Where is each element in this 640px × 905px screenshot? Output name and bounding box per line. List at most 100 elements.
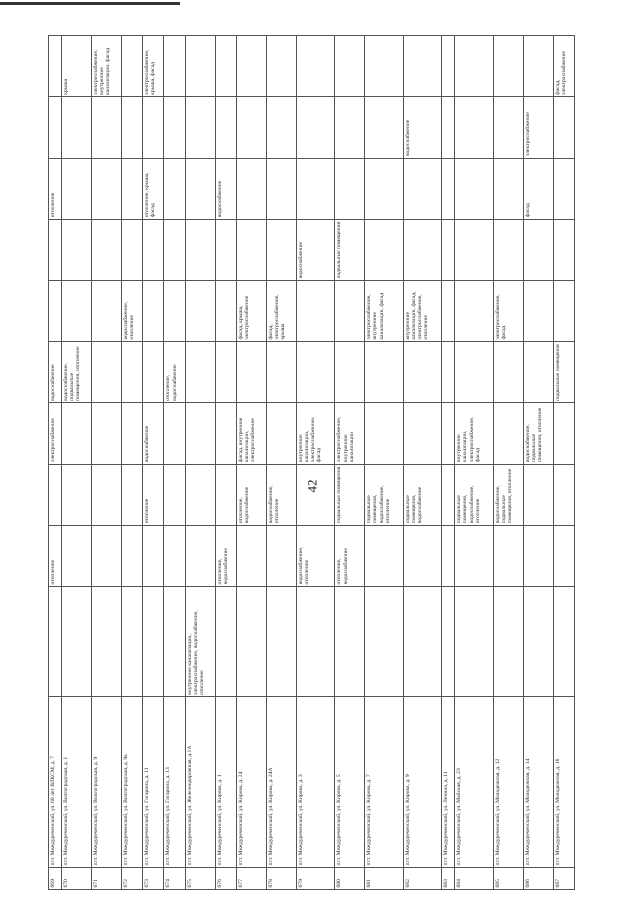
work-cell: подвальные помещения (334, 464, 365, 526)
work-cell (163, 35, 186, 97)
work-cell (61, 96, 92, 159)
address-cell: пгт. Междуреченский, ул. 60 лет ВЛКСМ, д… (48, 696, 62, 868)
work-cell: электроснабжение, фасад (493, 280, 524, 342)
work-cell (266, 525, 297, 587)
work-cell (48, 219, 62, 281)
work-cell (185, 341, 216, 403)
work-cell (403, 525, 442, 587)
row-number: 671 (91, 867, 122, 890)
work-cell: фасад, электроснабжение, крыша (266, 280, 297, 342)
work-cell: водоснабжение, отопление (296, 525, 335, 587)
table-row: 671 пгт. Междуреченский, ул. Волгоградска… (91, 35, 122, 890)
row-number: 678 (266, 867, 297, 890)
work-cell (185, 402, 216, 465)
table-row: 670 пгт. Междуреченский, ул. Волгоградска… (61, 35, 92, 890)
work-cell (441, 525, 455, 587)
row-number: 672 (121, 867, 143, 890)
address-cell: пгт. Междуреченский, ул. Гагарина, д. 13 (163, 696, 186, 868)
row-number: 682 (403, 867, 442, 890)
work-cell: водоснабжение (215, 158, 237, 220)
work-cell: отопление (48, 158, 62, 220)
work-cell (334, 158, 365, 220)
work-cell (493, 158, 524, 220)
work-cell: электроснабжение, крыша, фасад (142, 35, 164, 97)
table: 669 пгт. Междуреченский, ул. 60 лет ВЛКСМ… (48, 35, 575, 890)
work-cell (403, 402, 442, 465)
work-cell (553, 525, 575, 587)
work-cell (441, 402, 455, 465)
address-cell: пгт. Междуреченский, ул. Майская, д. 23 (454, 696, 494, 868)
work-cell (215, 586, 237, 697)
work-cell: отопление, водоснабжение (215, 525, 237, 587)
work-cell (91, 158, 122, 220)
work-cell (364, 402, 404, 465)
work-cell (523, 341, 553, 403)
work-cell (454, 586, 494, 697)
work-cell (215, 96, 237, 159)
work-cell (215, 402, 237, 465)
address-cell: пгт. Междуреченский, ул. Молодежная, д. … (493, 696, 524, 868)
work-cell (296, 464, 335, 526)
work-cell (454, 35, 494, 97)
work-cell (523, 219, 553, 281)
work-cell (296, 586, 335, 697)
work-cell (61, 525, 92, 587)
work-cell (163, 464, 186, 526)
work-cell (454, 158, 494, 220)
address-cell: пгт. Междуреченский, ул. Кирова, д. 3 (296, 696, 335, 868)
work-cell (121, 158, 143, 220)
work-cell (121, 586, 143, 697)
address-cell: пгт. Междуреченский, ул. Кирова, д. 7 (364, 696, 404, 868)
table-row: 686 пгт. Междуреченский, ул. Молодежная, … (523, 35, 553, 890)
work-cell (364, 96, 404, 159)
work-cell (121, 96, 143, 159)
work-cell (163, 402, 186, 465)
work-cell: водоснабжение, подвальные помещения, ото… (523, 402, 553, 465)
table-row: 683 пгт. Междуреченский, ул. Ленина, д. 1… (441, 35, 455, 890)
work-cell: электроснабжение, внутренние канализации (334, 402, 365, 465)
work-cell (163, 96, 186, 159)
work-cell (403, 35, 442, 97)
work-cell: внутренние канализации, фасад, электросн… (403, 280, 442, 342)
table-row: 675 пгт. Междуреченский, ул. Железнодорож… (185, 35, 216, 890)
work-cell (334, 280, 365, 342)
work-cell (523, 464, 553, 526)
work-cell (334, 586, 365, 697)
work-cell (364, 35, 404, 97)
work-cell (185, 525, 216, 587)
table-row: 672 пгт. Междуреченский, ул. Волгоградска… (121, 35, 143, 890)
work-cell (441, 96, 455, 159)
work-cell: водоснабжение (296, 219, 335, 281)
work-cell (266, 341, 297, 403)
work-cell (454, 341, 494, 403)
work-cell (441, 219, 455, 281)
work-cell: фасад, внутренние канализации, электросн… (236, 402, 267, 465)
work-cell (296, 35, 335, 97)
table-row: 679 пгт. Междуреченский, ул. Кирова, д. 3… (296, 35, 335, 890)
row-number: 686 (523, 867, 553, 890)
work-cell (142, 341, 164, 403)
work-cell (523, 525, 553, 587)
work-cell (61, 280, 92, 342)
work-cell (61, 158, 92, 220)
work-cell: водоснабжение (142, 402, 164, 465)
work-cell (91, 464, 122, 526)
work-cell: подвальные помещения (334, 219, 365, 281)
work-cell: электроснабжение, внутренние канализации… (91, 35, 122, 97)
work-cell (236, 525, 267, 587)
work-cell (454, 280, 494, 342)
address-cell: пгт. Междуреченский, ул. Гагарина, д. 11 (142, 696, 164, 868)
work-cell (91, 525, 122, 587)
work-cell (364, 341, 404, 403)
table-row: 673 пгт. Междуреченский, ул. Гагарина, д.… (142, 35, 164, 890)
row-number: 675 (185, 867, 216, 890)
work-cell (493, 586, 524, 697)
work-cell: подвальные помещения (553, 341, 575, 403)
work-cell (142, 96, 164, 159)
work-cell (553, 464, 575, 526)
address-cell: пгт. Междуреченский, ул. Волгоградская, … (121, 696, 143, 868)
work-cell (48, 280, 62, 342)
work-cell (493, 96, 524, 159)
row-number: 684 (454, 867, 494, 890)
